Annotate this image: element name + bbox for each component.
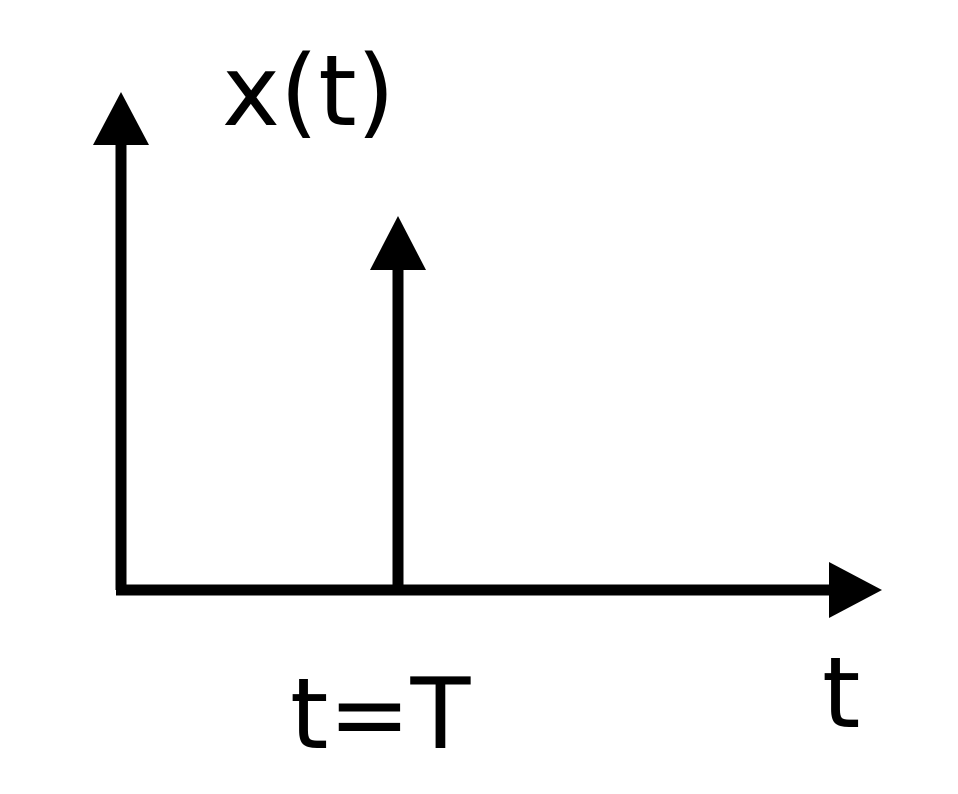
y-axis-label: x(t) <box>222 35 395 149</box>
y-axis-arrowhead <box>93 92 149 145</box>
impulse-label: t=T <box>290 658 472 772</box>
x-axis-label: t <box>822 637 860 751</box>
impulse-arrowhead <box>370 216 426 270</box>
x-axis-arrowhead <box>829 562 882 618</box>
